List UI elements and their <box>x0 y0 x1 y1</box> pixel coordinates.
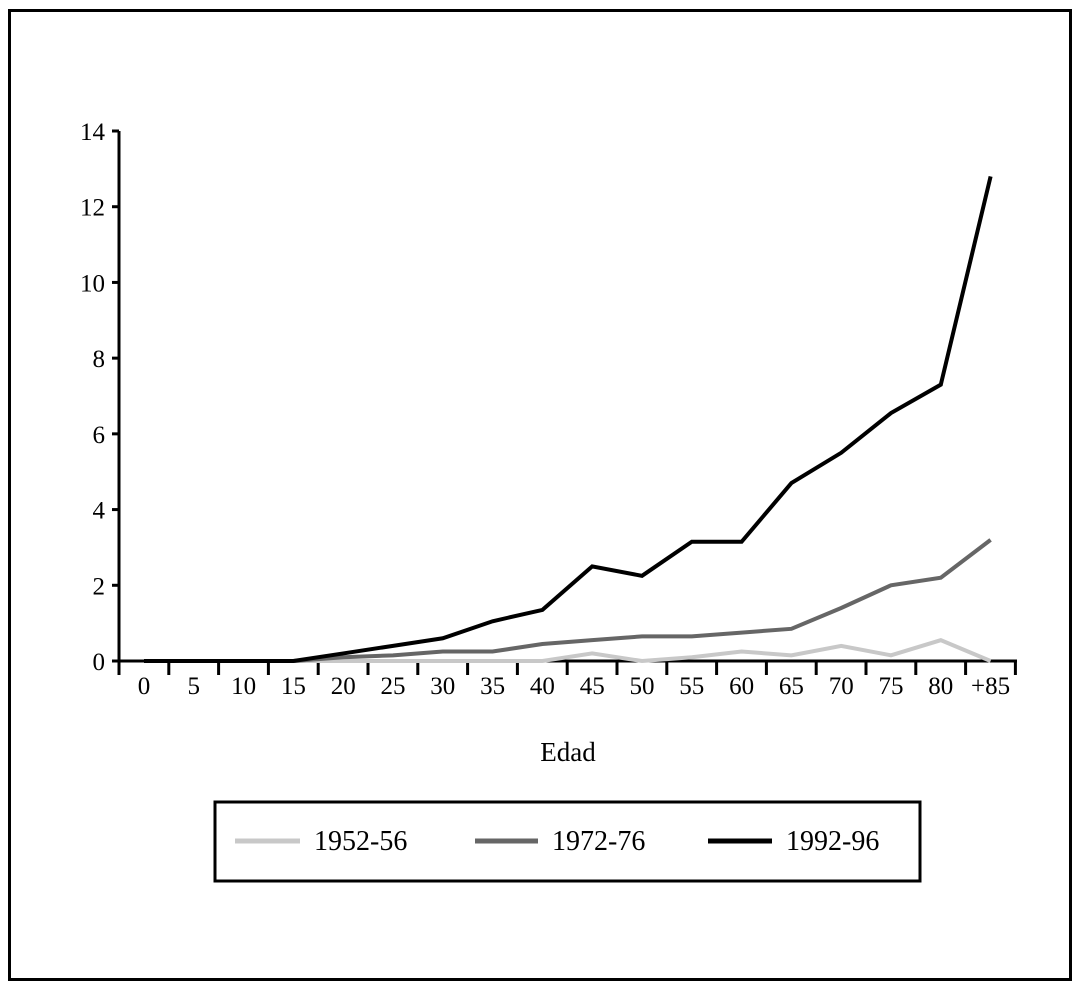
x-tick-label: 0 <box>138 673 151 700</box>
x-tick-label: 50 <box>630 673 655 700</box>
y-tick-label: 2 <box>93 573 106 600</box>
x-tick-label: 70 <box>829 673 854 700</box>
x-tick-label: 35 <box>480 673 505 700</box>
x-tick-label: 60 <box>729 673 754 700</box>
x-tick-label: 55 <box>679 673 704 700</box>
y-tick-label: 12 <box>80 195 105 222</box>
x-tick-label: 30 <box>430 673 455 700</box>
x-axis: 0 5 10 15 20 25 30 35 40 45 50 55 60 65 70 75 80 +85 <box>117 659 1017 700</box>
x-tick-label: 10 <box>231 673 256 700</box>
legend: 1952-56 1972-76 1992-96 <box>213 800 922 883</box>
x-tick-label: 45 <box>580 673 605 700</box>
y-tick-label: 4 <box>93 498 106 525</box>
y-axis: 0 2 4 6 8 10 12 14 <box>80 119 121 676</box>
y-tick-label: 10 <box>80 270 105 297</box>
series-line-1992-96 <box>144 175 993 663</box>
x-tick-label: 20 <box>331 673 356 700</box>
y-tick-label: 0 <box>93 649 106 676</box>
legend-box <box>213 800 922 883</box>
x-tick-label: 5 <box>188 673 201 700</box>
legend-label: 1952-56 <box>314 826 407 857</box>
series-layer <box>144 175 993 664</box>
y-tick-label: 6 <box>93 422 106 449</box>
series-line-1972-76 <box>144 538 992 663</box>
x-tick-label: 65 <box>779 673 804 700</box>
legend-label: 1972-76 <box>552 826 645 857</box>
x-tick-label: 80 <box>928 673 953 700</box>
x-tick-label: 25 <box>381 673 406 700</box>
x-axis-label: Edad <box>540 737 596 767</box>
y-tick-label: 14 <box>80 119 106 146</box>
legend-label: 1992-96 <box>786 826 879 857</box>
y-tick-label: 8 <box>93 346 106 373</box>
x-tick-label: 15 <box>281 673 306 700</box>
x-tick-label: 40 <box>530 673 555 700</box>
x-tick-label: 75 <box>879 673 904 700</box>
x-tick-label: +85 <box>971 673 1010 700</box>
